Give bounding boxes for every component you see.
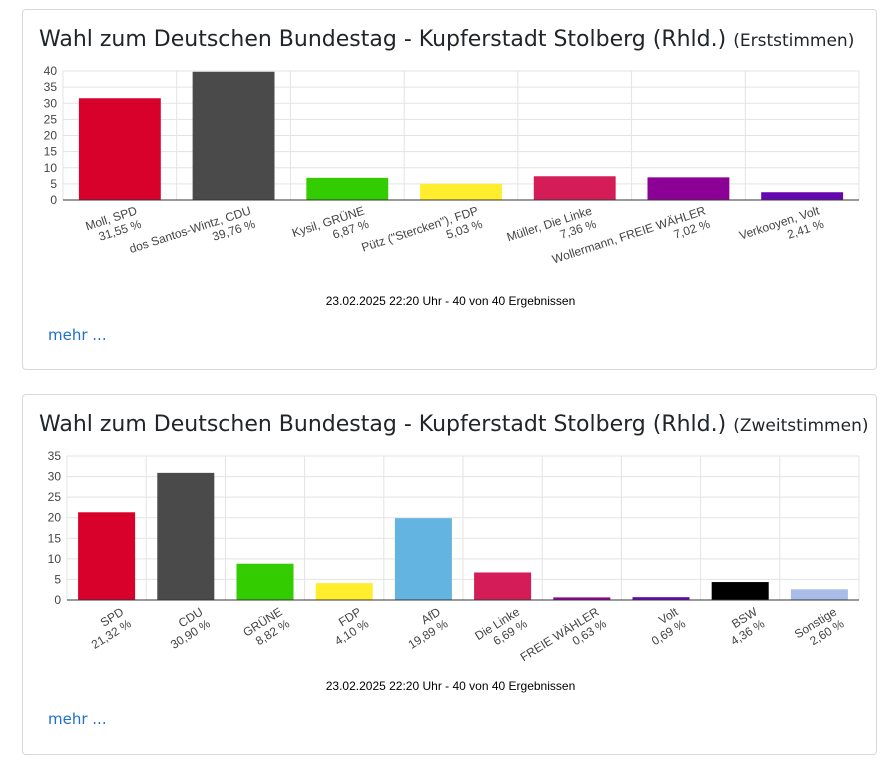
y-tick-label: 5 <box>54 572 61 586</box>
bar <box>533 176 616 200</box>
y-tick-label: 25 <box>44 112 58 126</box>
bar <box>790 589 848 600</box>
erststimmen-card: Wahl zum Deutschen Bundestag - Kupfersta… <box>22 9 877 370</box>
y-tick-label: 0 <box>50 193 57 207</box>
y-tick-label: 25 <box>48 490 62 504</box>
results-status: 23.02.2025 22:20 Uhr - 40 von 40 Ergebni… <box>325 294 576 308</box>
bar <box>420 183 502 200</box>
bar <box>78 98 161 200</box>
zweitstimmen-card: Wahl zum Deutschen Bundestag - Kupfersta… <box>22 394 877 755</box>
bar <box>711 582 769 600</box>
chart-title: Wahl zum Deutschen Bundestag - Kupfersta… <box>39 27 855 52</box>
y-tick-label: 20 <box>44 129 58 143</box>
bar <box>647 177 730 200</box>
bar <box>306 177 389 200</box>
y-tick-label: 0 <box>54 593 61 607</box>
bar <box>761 192 844 200</box>
mehr-link[interactable]: mehr ... <box>48 326 107 344</box>
results-status: 23.02.2025 22:20 Uhr - 40 von 40 Ergebni… <box>325 679 576 693</box>
y-tick-label: 35 <box>48 449 62 463</box>
y-tick-label: 40 <box>44 64 58 78</box>
chart-title: Wahl zum Deutschen Bundestag - Kupfersta… <box>39 412 869 437</box>
y-tick-label: 10 <box>48 552 62 566</box>
bar <box>474 572 532 600</box>
bar <box>78 512 136 600</box>
y-tick-label: 30 <box>44 96 58 110</box>
bar <box>632 597 690 600</box>
y-tick-label: 5 <box>50 177 57 191</box>
y-tick-label: 30 <box>48 470 62 484</box>
bar <box>236 563 294 600</box>
bar <box>192 71 275 200</box>
bar <box>315 583 373 600</box>
y-tick-label: 35 <box>44 80 58 94</box>
bar <box>157 472 215 600</box>
y-tick-label: 10 <box>44 161 58 175</box>
y-tick-label: 20 <box>48 511 62 525</box>
y-tick-label: 15 <box>44 145 58 159</box>
y-tick-label: 15 <box>48 531 62 545</box>
mehr-link[interactable]: mehr ... <box>48 710 107 728</box>
bar <box>553 597 611 600</box>
bar <box>394 518 452 600</box>
